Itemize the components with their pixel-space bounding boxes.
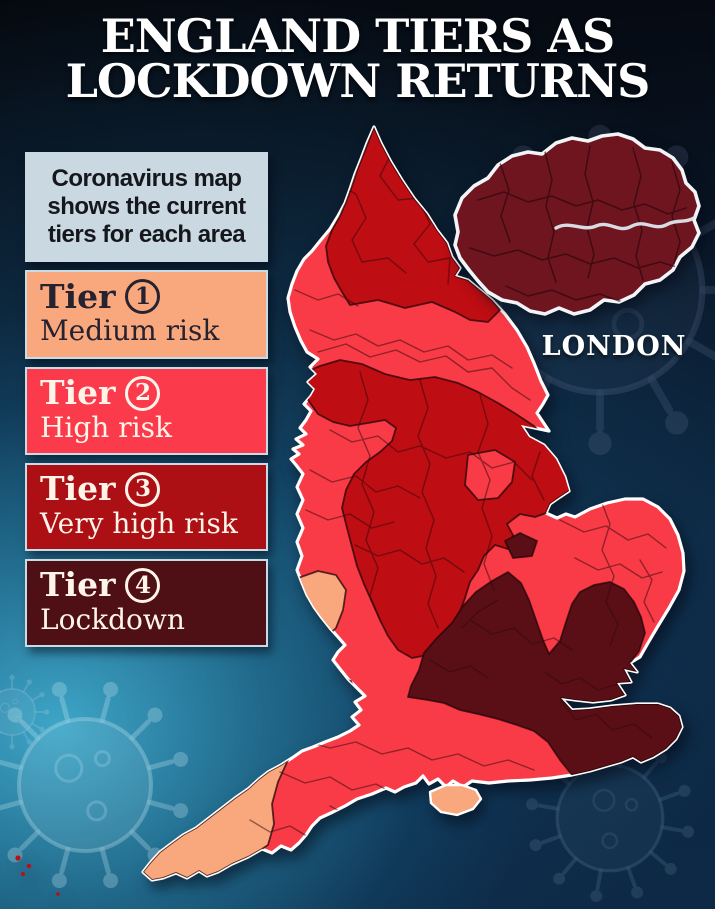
tier-1-number-circle: 1 [125, 279, 161, 315]
thames-river [554, 214, 699, 231]
legend-panel: Coronavirus map shows the current tiers … [25, 152, 268, 648]
scilly-isles [15, 855, 60, 896]
tier-4-label-row: Tier 4 [40, 565, 253, 605]
tier-2-number-circle: 2 [125, 375, 161, 411]
regions-tier1 [143, 570, 347, 880]
tier-3-risk-label: Very high risk [40, 506, 238, 540]
tier-4-number: 4 [134, 571, 151, 599]
page-title-line1: ENGLAND TIERS AS [100, 9, 616, 63]
legend-tier-3: Tier 3 Very high risk [25, 462, 268, 552]
tier-1-number: 1 [134, 282, 151, 310]
legend-intro-line1: Coronavirus map [51, 165, 242, 192]
london-inset [453, 132, 701, 316]
legend-tier-4: Tier 4 Lockdown [25, 559, 268, 648]
tier-4-word: Tier [40, 565, 116, 605]
tier-2-number: 2 [134, 379, 151, 407]
page-title-line2: LOCKDOWN RETURNS [65, 54, 651, 109]
isle-of-wight [428, 783, 483, 817]
region-tier3-bristol [325, 676, 357, 710]
region-tier2-pocket [464, 449, 516, 501]
legend-tier-2: Tier 2 High risk [25, 366, 268, 455]
tier-4-number-circle: 4 [125, 568, 161, 604]
tier-1-risk-label: Medium risk [40, 314, 220, 348]
legend-intro-line3: tiers for each area [47, 220, 246, 248]
tier-2-word: Tier [40, 372, 116, 412]
tier-4-risk-label: Lockdown [40, 603, 185, 637]
region-tier4-patch [504, 532, 538, 559]
tier-1-label-row: Tier 1 [40, 276, 253, 316]
tier-1-word: Tier [40, 276, 116, 316]
england-map [15, 125, 686, 896]
page-title: ENGLAND TIERS AS LOCKDOWN RETURNS [0, 9, 715, 109]
region-tier1-cornwall [143, 759, 289, 880]
london-inset-label: LONDON [541, 331, 687, 362]
tier-3-number-circle: 3 [125, 471, 161, 507]
tier-3-label-row: Tier 3 [40, 469, 253, 509]
tier-3-word: Tier [40, 469, 116, 509]
legend-intro-box: Coronavirus map shows the current tiers … [25, 152, 268, 263]
legend-intro-line2: shows the current [47, 192, 246, 220]
legend-tier-1: Tier 1 Medium risk [25, 270, 268, 359]
london-borough-borders [469, 145, 687, 303]
tier-2-label-row: Tier 2 [40, 372, 253, 412]
tier-2-risk-label: High risk [40, 410, 172, 444]
tier-3-number: 3 [134, 475, 151, 503]
